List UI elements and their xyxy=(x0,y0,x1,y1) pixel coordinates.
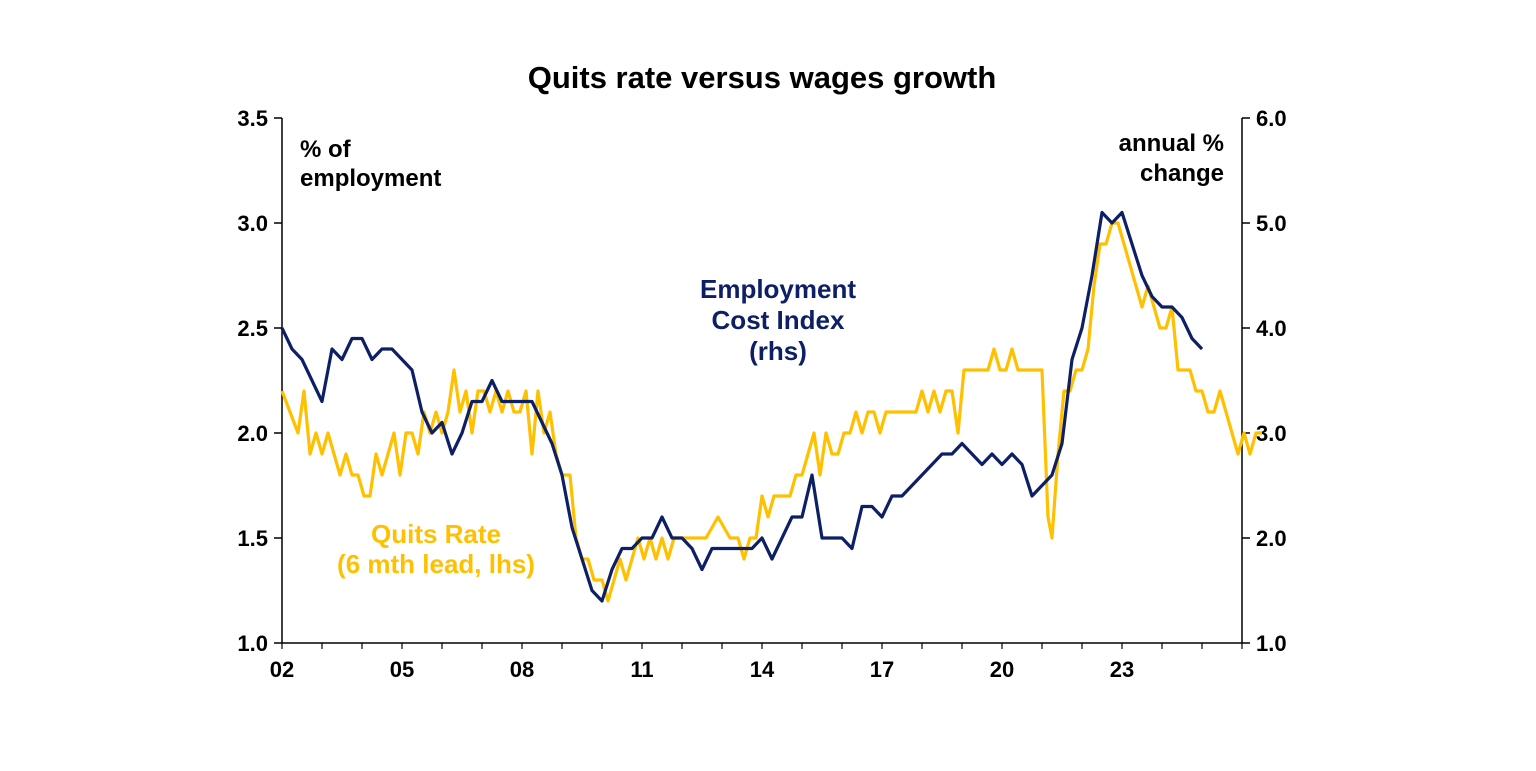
x-tick-label: 02 xyxy=(270,657,294,682)
ecI-label-line3: (rhs) xyxy=(749,336,807,366)
right-axis-unit-line1: annual % xyxy=(1119,130,1224,157)
x-tick-label: 23 xyxy=(1110,657,1134,682)
x-tick-label: 17 xyxy=(870,657,894,682)
chart-title: Quits rate versus wages growth xyxy=(528,60,997,95)
left-tick-label: 3.0 xyxy=(237,211,268,236)
right-tick-label: 5.0 xyxy=(1256,211,1287,236)
right-axis: 1.02.03.04.05.06.0 xyxy=(1242,106,1287,656)
right-axis-unit-line2: change xyxy=(1140,160,1224,187)
left-axis-unit-line2: employment xyxy=(300,165,441,192)
left-tick-label: 2.0 xyxy=(237,421,268,446)
x-tick-label: 05 xyxy=(390,657,414,682)
x-axis: 02 05 08 11 14 17 20 23 xyxy=(270,643,1243,682)
right-tick-label: 6.0 xyxy=(1256,106,1287,131)
quits-label-line2: (6 mth lead, lhs) xyxy=(337,549,535,579)
x-tick-label: 11 xyxy=(630,657,653,682)
right-tick-label: 4.0 xyxy=(1256,316,1287,341)
left-axis-unit-line1: % of xyxy=(300,136,352,163)
left-tick-label: 1.0 xyxy=(237,631,268,656)
x-tick-label: 14 xyxy=(750,657,775,682)
quits-rate-line xyxy=(280,221,1262,603)
series-lines xyxy=(280,210,1262,603)
ecI-label-line2: Cost Index xyxy=(712,305,845,335)
ecI-label-line1: Employment xyxy=(700,274,856,304)
right-tick-label: 2.0 xyxy=(1256,526,1287,551)
quits-label-line1: Quits Rate xyxy=(371,519,501,549)
left-axis: 1.0 1.5 2.0 2.5 3.0 3.5 xyxy=(237,106,282,656)
x-tick-label: 08 xyxy=(510,657,534,682)
x-tick-label: 20 xyxy=(990,657,1014,682)
left-tick-label: 1.5 xyxy=(237,526,268,551)
right-tick-label: 1.0 xyxy=(1256,631,1287,656)
employment-cost-index-line xyxy=(280,210,1204,603)
left-tick-label: 2.5 xyxy=(237,316,268,341)
left-tick-label: 3.5 xyxy=(237,106,268,131)
